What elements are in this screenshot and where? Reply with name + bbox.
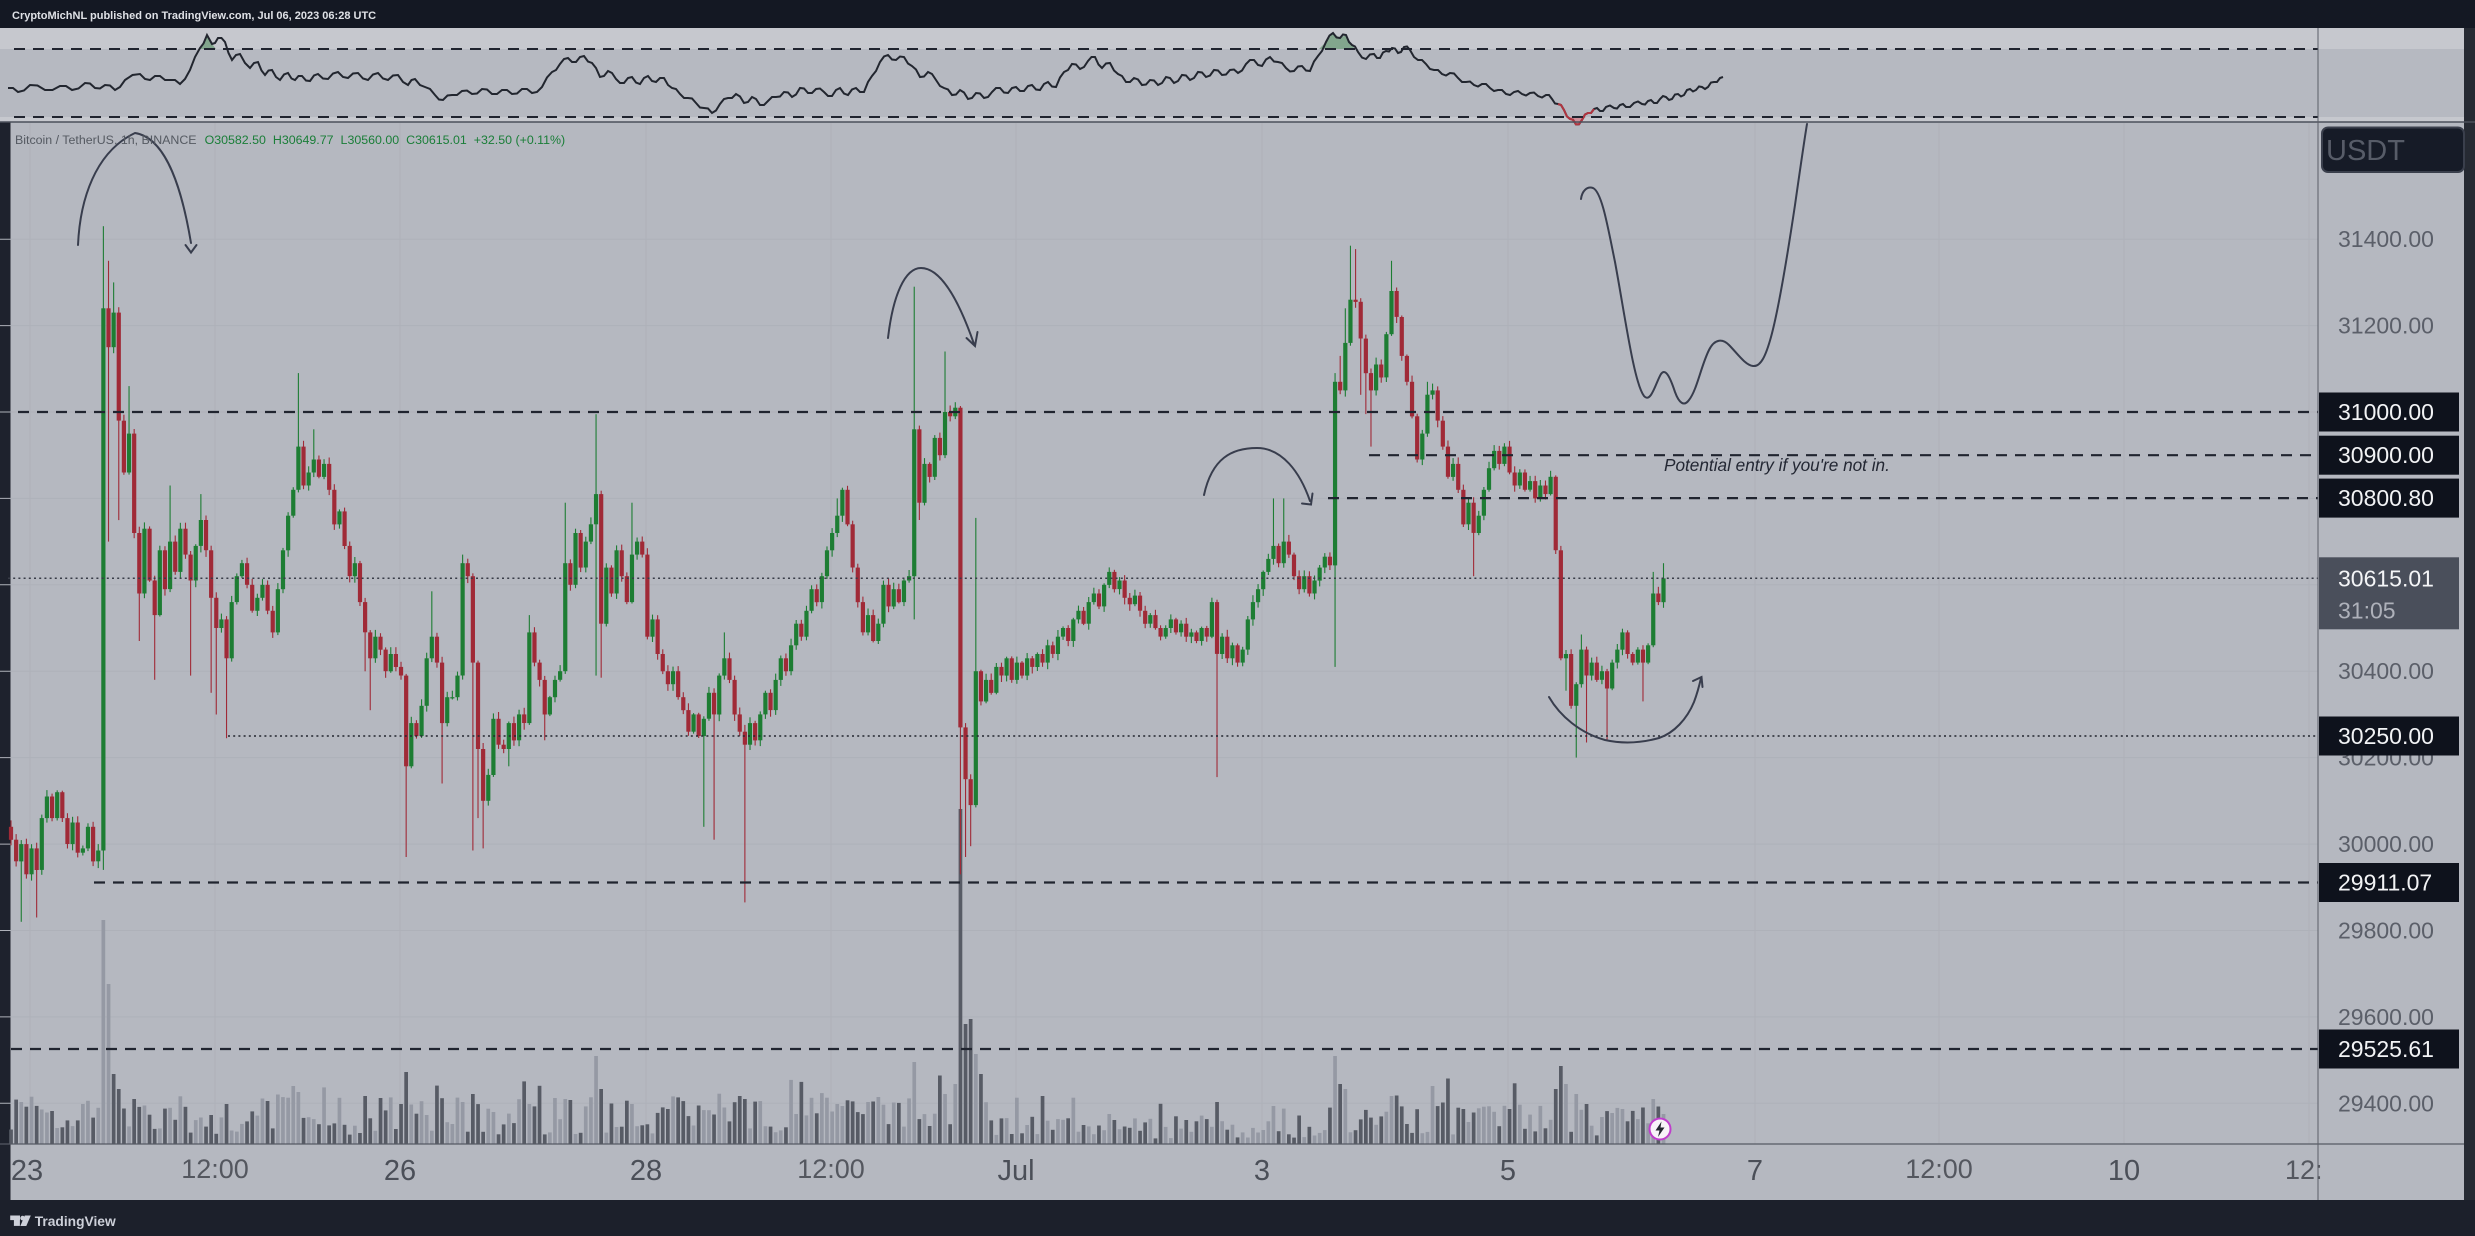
- svg-text:USDT: USDT: [2326, 135, 2405, 167]
- svg-text:12:00: 12:00: [797, 1154, 865, 1184]
- svg-text:31:05: 31:05: [2338, 597, 2396, 623]
- svg-text:31400.00: 31400.00: [2338, 226, 2434, 252]
- svg-text:12:: 12:: [2285, 1155, 2323, 1185]
- svg-text:29800.00: 29800.00: [2338, 918, 2434, 944]
- svg-text:29400.00: 29400.00: [2338, 1090, 2434, 1116]
- svg-text:30000.00: 30000.00: [2338, 831, 2434, 857]
- svg-text:TradingView: TradingView: [35, 1214, 116, 1229]
- svg-text:23: 23: [11, 1155, 43, 1187]
- svg-text:30900.00: 30900.00: [2338, 442, 2434, 468]
- svg-text:3: 3: [1254, 1155, 1270, 1187]
- svg-text:29911.07: 29911.07: [2338, 870, 2432, 896]
- svg-text:Bitcoin / TetherUS, 1h, BINANC: Bitcoin / TetherUS, 1h, BINANCE O30582.50…: [15, 133, 565, 147]
- svg-text:30250.00: 30250.00: [2338, 723, 2434, 749]
- svg-text:12:00: 12:00: [1905, 1154, 1973, 1184]
- svg-text:12:00: 12:00: [181, 1154, 249, 1184]
- svg-text:26: 26: [384, 1155, 416, 1187]
- svg-text:28: 28: [630, 1155, 662, 1187]
- svg-text:30800.80: 30800.80: [2338, 485, 2434, 511]
- svg-text:Jul: Jul: [997, 1155, 1034, 1187]
- svg-text:31200.00: 31200.00: [2338, 313, 2434, 339]
- svg-text:29525.61: 29525.61: [2338, 1036, 2434, 1062]
- svg-text:7: 7: [1747, 1155, 1763, 1187]
- svg-text:10: 10: [2108, 1155, 2140, 1187]
- svg-text:31000.00: 31000.00: [2338, 399, 2434, 425]
- svg-text:29600.00: 29600.00: [2338, 1004, 2434, 1030]
- svg-text:30615.01: 30615.01: [2338, 565, 2434, 591]
- svg-text:Potential entry if you're not: Potential entry if you're not in.: [1664, 455, 1890, 475]
- svg-text:5: 5: [1500, 1155, 1516, 1187]
- svg-text:30400.00: 30400.00: [2338, 658, 2434, 684]
- svg-text:CryptoMichNL published on Trad: CryptoMichNL published on TradingView.co…: [12, 10, 376, 22]
